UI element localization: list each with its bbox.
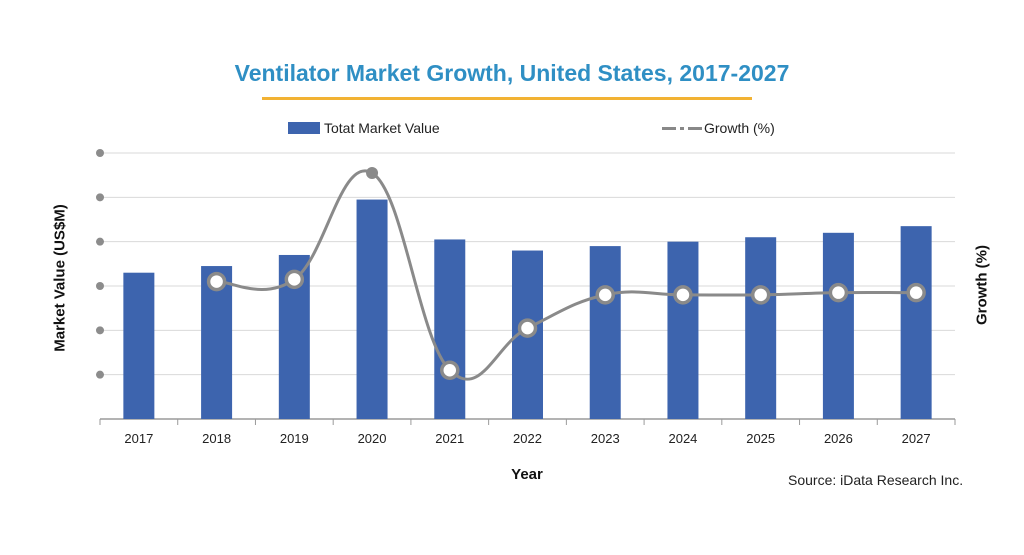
legend-bar-label: Totat Market Value	[324, 120, 440, 136]
y-axis-tick-dot	[96, 149, 104, 157]
x-tick-label: 2020	[358, 431, 387, 446]
bar-2026	[822, 232, 854, 419]
legend-item-market-value: Totat Market Value	[288, 120, 440, 136]
x-tick-label: 2025	[746, 431, 775, 446]
growth-line	[216, 169, 917, 381]
source-note: Source: iData Research Inc.	[788, 472, 964, 488]
x-tick-label: 2022	[513, 431, 542, 446]
growth-point-2021	[440, 360, 460, 380]
bar-2020	[356, 199, 388, 419]
growth-point-2018	[206, 271, 227, 292]
x-tick-label: 2018	[202, 431, 231, 446]
bar-2025	[745, 237, 777, 419]
growth-point-2023	[595, 285, 615, 305]
x-tick-label: 2023	[591, 431, 620, 446]
bar-2017	[123, 272, 155, 419]
bar-2027	[900, 226, 932, 419]
x-tick-label: 2026	[824, 431, 853, 446]
x-tick-label: 2024	[668, 431, 697, 446]
x-axis-label: Year	[511, 466, 543, 483]
bar-2023	[589, 246, 621, 419]
legend-item-growth: Growth (%)	[662, 120, 775, 136]
chart-title: Ventilator Market Growth, United States,…	[234, 60, 790, 86]
y-axis-tick-dot	[96, 282, 104, 290]
growth-point-2019	[284, 269, 305, 290]
y-axis-tick-dot	[96, 326, 104, 335]
title-underline	[262, 97, 752, 100]
y-axis-tick-dot	[96, 370, 104, 379]
growth-point-2026	[828, 282, 849, 303]
x-tick-label: 2027	[902, 431, 931, 446]
y-axis-tick-dot	[96, 193, 104, 202]
bar-2021	[434, 239, 466, 419]
legend-bar-swatch	[288, 122, 320, 134]
x-tick-label: 2017	[124, 431, 153, 446]
growth-point-2022	[517, 318, 538, 338]
growth-point-2024	[673, 285, 693, 305]
x-tick-label: 2019	[280, 431, 309, 446]
y-axis-tick-dot	[96, 237, 104, 246]
growth-point-2020	[366, 166, 379, 179]
legend-line-swatch	[662, 122, 702, 134]
x-tick-label: 2021	[435, 431, 464, 446]
growth-point-2025	[750, 285, 771, 305]
legend-line-label: Growth (%)	[704, 120, 775, 136]
bar-2024	[667, 241, 699, 419]
bar-2018	[201, 266, 233, 419]
growth-point-2027	[906, 282, 926, 303]
